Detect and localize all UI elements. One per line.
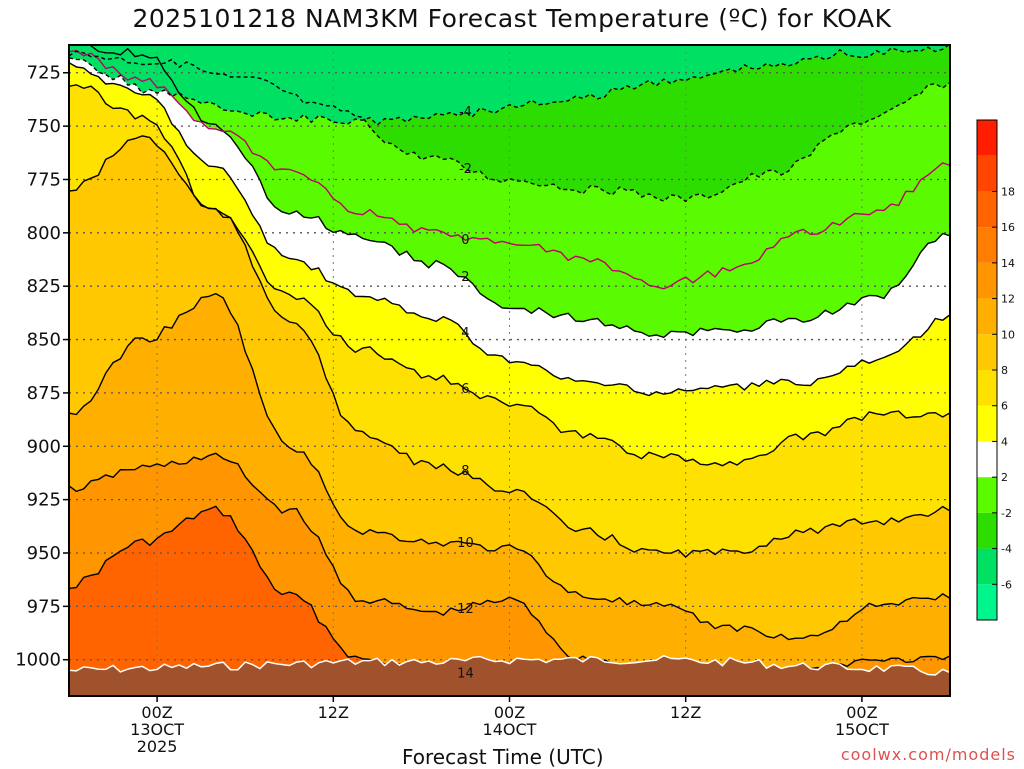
x-tick-label-6-0: 00Z [141,703,172,722]
contour-line-10 [69,292,950,641]
contour-label-2: 2 [461,270,469,285]
colorbar-swatch--4 [977,512,997,549]
colorbar-label-18: 18 [1001,185,1015,198]
colorbar-label-2: 2 [1001,471,1008,484]
colorbar-swatch--2 [977,477,997,513]
y-tick-label-775: 775 [27,169,61,190]
colorbar-swatch-12 [977,262,997,299]
y-tick-label-800: 800 [27,223,61,244]
contour-label-8: 8 [461,464,469,479]
x-axis-title: Forecast Time (UTC) [402,745,604,769]
contour-label-10: 10 [457,536,474,551]
y-tick-label-925: 925 [27,490,61,511]
colorbar-swatch--6 [977,548,997,585]
colorbar: -6 -4 -2 2 4 6 8 10 12 14 16 18 [976,119,1015,621]
contour-label--4: -4 [459,105,472,120]
fill-band--4 [69,45,950,125]
colorbar-label-10: 10 [1001,328,1015,341]
colorbar-swatch-2 [977,441,997,478]
colorbar-swatch-8 [977,334,997,370]
contour-line--4 [69,45,950,126]
x-tick-label-18-0: 12Z [318,703,349,722]
contour-label-14: 14 [457,667,474,682]
y-axis: 725 750 775 800 825 850 875 900 925 950 975 1000 [15,63,69,671]
colorbar-label-4: 4 [1001,435,1008,448]
colorbar-label-6: 6 [1001,400,1008,413]
colorbar-swatch-4 [977,405,997,442]
x-tick-label-6-1: 13OCT [130,720,184,739]
colorbar-swatch-16 [977,191,997,228]
contour-label-0: 0 [461,233,469,248]
colorbar-swatch-14 [977,227,997,263]
ground-surface [69,654,950,696]
y-tick-label-825: 825 [27,276,61,297]
contour-label--2: -2 [459,162,472,177]
contour-line-2 [76,45,950,339]
contour-label-6: 6 [461,382,469,397]
y-tick-label-875: 875 [27,383,61,404]
x-tick-label-6-2: 2025 [137,737,178,756]
y-tick-label-725: 725 [27,63,61,84]
x-tick-label-54-0: 00Z [846,703,877,722]
colorbar-label-14: 14 [1001,257,1015,270]
colorbar-swatch-10 [977,298,997,335]
contour-labels: 14 12 10 8 6 4 2 0 -2 -4 [457,105,474,681]
colorbar-swatch--8 [977,584,997,620]
contour-line-6 [69,84,950,467]
colorbar-label--4: -4 [1001,543,1012,556]
colorbar-label--2: -2 [1001,507,1012,520]
colorbar-label-16: 16 [1001,221,1015,234]
colorbar-label--6: -6 [1001,578,1012,591]
y-tick-label-975: 975 [27,596,61,617]
chart-title: 2025101218 NAM3KM Forecast Temperature (… [132,4,892,33]
colorbar-label-8: 8 [1001,364,1008,377]
y-tick-label-950: 950 [27,543,61,564]
surface-terrain [69,654,950,696]
colorbar-swatch-20 [977,120,997,156]
colorbar-swatch-18 [977,155,997,192]
y-tick-label-850: 850 [27,330,61,351]
y-tick-label-1000: 1000 [15,650,61,671]
x-tick-label-30-0: 00Z [494,703,525,722]
contour-line-4 [69,62,950,397]
source-credit[interactable]: coolwx.com/models [840,745,1016,764]
colorbar-label-12: 12 [1001,293,1015,306]
contour-line-0 [69,49,950,290]
contour-line--2 [69,50,950,203]
x-tick-label-42-0: 12Z [670,703,701,722]
y-tick-label-900: 900 [27,436,61,457]
x-tick-label-30-1: 14OCT [483,720,537,739]
colorbar-swatch-6 [977,370,997,406]
y-tick-label-750: 750 [27,116,61,137]
x-tick-label-54-1: 15OCT [835,720,889,739]
contour-label-12: 12 [457,602,474,617]
temperature-fill [69,45,950,696]
contour-label-4: 4 [461,326,469,341]
